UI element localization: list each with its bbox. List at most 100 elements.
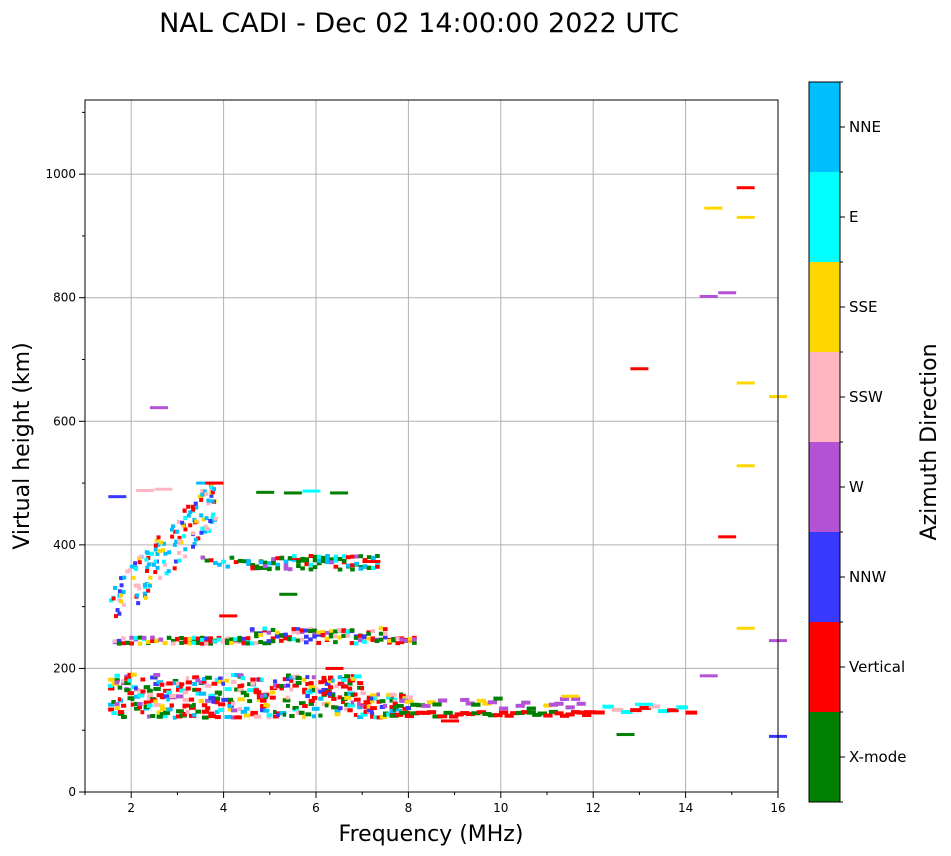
f-layer-echo — [303, 634, 309, 639]
e-region-echo — [324, 681, 331, 686]
f-layer-echo — [354, 554, 359, 559]
e-region-echo — [432, 714, 442, 719]
e-region-echo — [282, 677, 289, 682]
f-layer-echo — [295, 638, 301, 643]
e-region-echo — [476, 710, 487, 715]
e-region-echo — [159, 712, 165, 717]
y-tick-label: 1000 — [45, 167, 76, 181]
f-layer-echo — [324, 630, 330, 635]
f-layer-echo — [137, 641, 143, 646]
oblique-echo — [119, 599, 124, 604]
oblique-echo — [156, 542, 161, 547]
e-region-echo — [465, 712, 475, 717]
oblique-echo — [200, 492, 205, 497]
echo-point — [718, 535, 737, 539]
f-layer-echo — [279, 555, 285, 560]
e-region-echo — [392, 704, 398, 709]
e-region-echo — [311, 714, 317, 719]
e-region-echo — [176, 681, 181, 686]
oblique-echo — [153, 543, 158, 548]
f-layer-echo — [195, 641, 201, 646]
oblique-echo — [186, 513, 191, 518]
f-layer-echo — [346, 555, 351, 560]
e-region-echo — [182, 697, 190, 702]
e-region-echo — [311, 695, 318, 700]
f-layer-echo — [324, 636, 330, 641]
f-layer-echo — [242, 559, 247, 564]
e-region-echo — [218, 702, 226, 707]
f-layer-echo — [300, 556, 305, 561]
f-layer-echo — [162, 640, 168, 645]
f-layer-echo — [279, 638, 284, 643]
e-region-echo — [399, 698, 409, 703]
e-region-echo — [192, 675, 200, 680]
f-layer-echo — [366, 631, 371, 636]
f-layer-echo — [283, 566, 289, 571]
e-region-echo — [432, 702, 442, 707]
e-region-echo — [195, 687, 202, 692]
e-region-echo — [218, 676, 223, 681]
f-layer-echo — [370, 555, 376, 560]
oblique-echo — [133, 561, 138, 566]
e-region-echo — [559, 713, 570, 718]
f-layer-echo — [328, 629, 334, 634]
colorbar-label: SSW — [849, 388, 883, 406]
oblique-echo — [133, 583, 138, 588]
f-layer-echo — [125, 640, 130, 645]
colorbar-label: X-mode — [849, 748, 906, 766]
e-region-echo — [357, 681, 364, 686]
f-layer-echo — [304, 557, 310, 562]
f-layer-echo — [320, 630, 326, 635]
e-region-echo — [532, 712, 542, 717]
f-layer-echo — [291, 627, 297, 632]
e-region-echo — [166, 697, 170, 702]
e-region-echo — [256, 677, 261, 682]
oblique-echo — [177, 550, 182, 555]
oblique-echo — [142, 583, 147, 588]
f-layer-echo — [291, 637, 297, 642]
e-region-echo — [156, 693, 164, 698]
f-layer-echo — [283, 563, 289, 568]
oblique-echo — [167, 550, 172, 555]
oblique-echo — [136, 601, 141, 606]
oblique-echo — [188, 523, 193, 528]
e-region-echo — [240, 676, 246, 681]
f-layer-echo — [378, 631, 384, 636]
e-region-echo — [263, 703, 270, 708]
e-region-echo — [395, 703, 404, 708]
f-layer-echo — [407, 636, 413, 641]
e-region-echo — [140, 689, 146, 694]
oblique-echo — [147, 583, 152, 588]
e-region-echo — [386, 692, 392, 697]
oblique-echo — [119, 593, 124, 598]
e-region-echo — [182, 690, 189, 695]
e-region-echo — [515, 703, 525, 708]
e-region-echo — [311, 687, 318, 692]
e-region-echo — [243, 713, 251, 718]
e-region-echo — [443, 710, 453, 715]
oblique-echo — [191, 544, 196, 549]
oblique-echo — [127, 568, 132, 573]
oblique-echo — [191, 507, 196, 512]
f-layer-echo — [267, 567, 272, 572]
e-region-echo — [279, 684, 284, 689]
e-region-echo — [382, 712, 388, 717]
colorbar-title: Azimuth Direction — [917, 343, 942, 540]
f-layer-echo — [262, 626, 268, 631]
f-layer-echo — [328, 632, 334, 637]
f-layer-echo — [378, 626, 384, 631]
f-layer-echo — [129, 635, 134, 640]
chart-title: NAL CADI - Dec 02 14:00:00 2022 UTC — [159, 8, 679, 39]
f-layer-echo — [370, 566, 376, 571]
e-region-echo — [360, 691, 367, 696]
e-region-echo — [214, 696, 221, 701]
f-layer-echo — [308, 562, 314, 567]
f-layer-echo — [274, 630, 280, 635]
e-region-echo — [163, 694, 170, 699]
f-layer-echo — [275, 562, 280, 567]
f-layer-echo — [183, 637, 189, 642]
e-region-echo — [121, 714, 127, 719]
e-region-echo — [370, 714, 374, 719]
e-region-echo — [328, 679, 335, 684]
f-layer-echo — [266, 630, 272, 635]
